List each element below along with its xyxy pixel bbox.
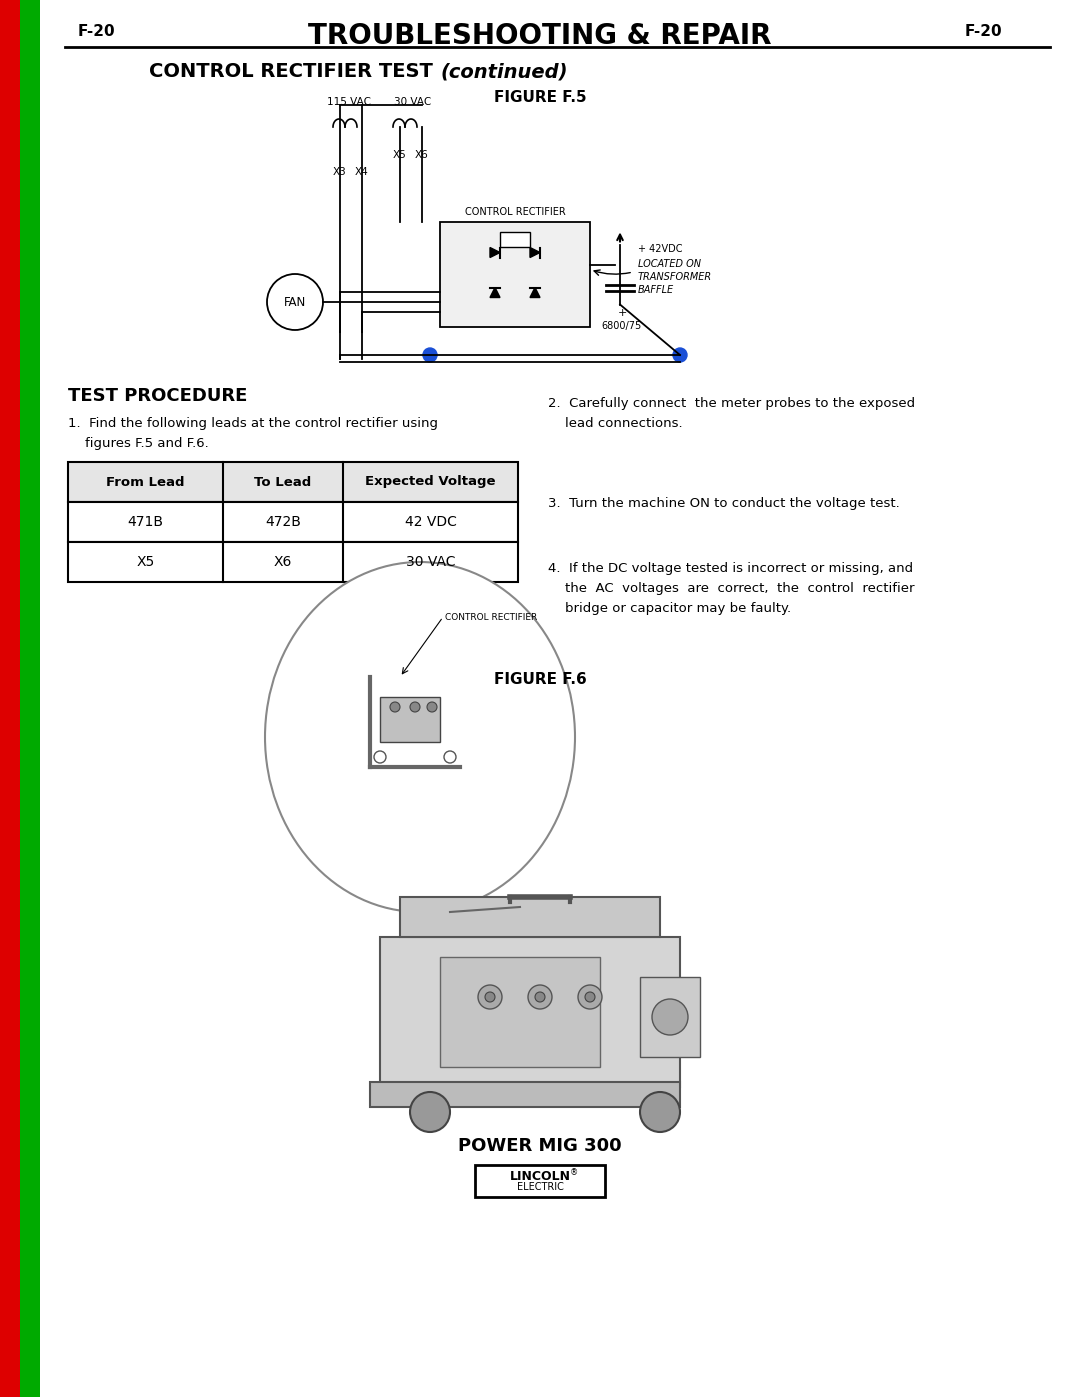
Bar xyxy=(440,222,590,327)
Circle shape xyxy=(652,999,688,1035)
Text: Expected Voltage: Expected Voltage xyxy=(365,475,496,489)
Bar xyxy=(475,1165,605,1197)
Text: 4.  If the DC voltage tested is incorrect or missing, and: 4. If the DC voltage tested is incorrect… xyxy=(548,562,913,576)
Text: To Lead: To Lead xyxy=(255,475,312,489)
Circle shape xyxy=(478,985,502,1009)
Text: + 42VDC: + 42VDC xyxy=(638,244,683,254)
Text: TROUBLESHOOTING & REPAIR: TROUBLESHOOTING & REPAIR xyxy=(308,22,772,50)
Bar xyxy=(640,977,700,1058)
Text: From Lead: From Lead xyxy=(106,475,185,489)
Bar xyxy=(0,0,21,1397)
Circle shape xyxy=(423,348,437,362)
Circle shape xyxy=(374,752,386,763)
Text: FIGURE F.5: FIGURE F.5 xyxy=(494,89,586,105)
Circle shape xyxy=(640,1092,680,1132)
Circle shape xyxy=(535,992,545,1002)
Text: 30 VAC: 30 VAC xyxy=(394,96,432,108)
Text: +: + xyxy=(618,309,626,319)
Text: 471B: 471B xyxy=(127,515,163,529)
Text: F-20: F-20 xyxy=(78,24,116,39)
Text: X5: X5 xyxy=(136,555,154,569)
Text: CONTROL RECTIFIER TEST: CONTROL RECTIFIER TEST xyxy=(149,61,440,81)
Polygon shape xyxy=(490,247,500,257)
Text: 1.  Find the following leads at the control rectifier using: 1. Find the following leads at the contr… xyxy=(68,416,438,430)
Text: Return to Section TOC: Return to Section TOC xyxy=(5,465,15,588)
Text: 472B: 472B xyxy=(265,515,301,529)
Text: X5: X5 xyxy=(393,149,407,161)
Text: LINCOLN: LINCOLN xyxy=(510,1171,570,1183)
Text: ELECTRIC: ELECTRIC xyxy=(516,1182,564,1192)
Text: CONTROL RECTIFIER: CONTROL RECTIFIER xyxy=(445,612,537,622)
Circle shape xyxy=(585,992,595,1002)
Text: 3.  Turn the machine ON to conduct the voltage test.: 3. Turn the machine ON to conduct the vo… xyxy=(548,497,900,510)
Text: TEST PROCEDURE: TEST PROCEDURE xyxy=(68,387,247,405)
Bar xyxy=(68,462,518,502)
Text: Return to Master TOC: Return to Master TOC xyxy=(25,807,35,926)
Circle shape xyxy=(427,703,437,712)
Bar xyxy=(380,697,440,742)
Bar xyxy=(21,0,40,1397)
Bar xyxy=(440,957,600,1067)
Text: 42 VDC: 42 VDC xyxy=(405,515,457,529)
Circle shape xyxy=(410,703,420,712)
Text: CONTROL RECTIFIER: CONTROL RECTIFIER xyxy=(464,207,565,217)
Text: 6800/75: 6800/75 xyxy=(602,320,643,331)
Bar xyxy=(68,502,518,542)
Text: (continued): (continued) xyxy=(441,61,568,81)
Text: ®: ® xyxy=(570,1168,578,1178)
Text: Return to Master TOC: Return to Master TOC xyxy=(25,117,35,236)
Circle shape xyxy=(267,274,323,330)
Text: X6: X6 xyxy=(274,555,293,569)
Ellipse shape xyxy=(265,562,575,912)
Circle shape xyxy=(578,985,602,1009)
Text: lead connections.: lead connections. xyxy=(565,416,683,430)
Bar xyxy=(500,232,530,247)
Text: Return to Master TOC: Return to Master TOC xyxy=(25,1147,35,1267)
Text: Return to Section TOC: Return to Section TOC xyxy=(5,116,15,239)
Text: Return to Master TOC: Return to Master TOC xyxy=(25,468,35,587)
Bar xyxy=(68,542,518,583)
Text: POWER MIG 300: POWER MIG 300 xyxy=(458,1137,622,1155)
Circle shape xyxy=(444,752,456,763)
Circle shape xyxy=(673,348,687,362)
Text: X6: X6 xyxy=(415,149,429,161)
Text: F-20: F-20 xyxy=(964,24,1002,39)
Text: 30 VAC: 30 VAC xyxy=(406,555,456,569)
Text: Return to Section TOC: Return to Section TOC xyxy=(5,806,15,928)
Text: FAN: FAN xyxy=(284,296,306,309)
Text: the  AC  voltages  are  correct,  the  control  rectifier: the AC voltages are correct, the control… xyxy=(565,583,915,595)
Text: 115 VAC: 115 VAC xyxy=(327,96,372,108)
Text: Return to Section TOC: Return to Section TOC xyxy=(5,1146,15,1268)
Polygon shape xyxy=(490,288,500,298)
Text: FIGURE F.6: FIGURE F.6 xyxy=(494,672,586,687)
Text: X3: X3 xyxy=(333,168,347,177)
Text: X4: X4 xyxy=(355,168,369,177)
Polygon shape xyxy=(530,247,540,257)
Bar xyxy=(370,1083,680,1106)
Polygon shape xyxy=(530,288,540,298)
Bar xyxy=(400,897,660,937)
Circle shape xyxy=(528,985,552,1009)
Circle shape xyxy=(485,992,495,1002)
Circle shape xyxy=(390,703,400,712)
Text: bridge or capacitor may be faulty.: bridge or capacitor may be faulty. xyxy=(565,602,792,615)
Text: figures F.5 and F.6.: figures F.5 and F.6. xyxy=(85,437,208,450)
Text: 2.  Carefully connect  the meter probes to the exposed: 2. Carefully connect the meter probes to… xyxy=(548,397,915,409)
Circle shape xyxy=(410,1092,450,1132)
Text: LOCATED ON
TRANSFORMER
BAFFLE: LOCATED ON TRANSFORMER BAFFLE xyxy=(638,258,712,295)
Bar xyxy=(380,937,680,1087)
